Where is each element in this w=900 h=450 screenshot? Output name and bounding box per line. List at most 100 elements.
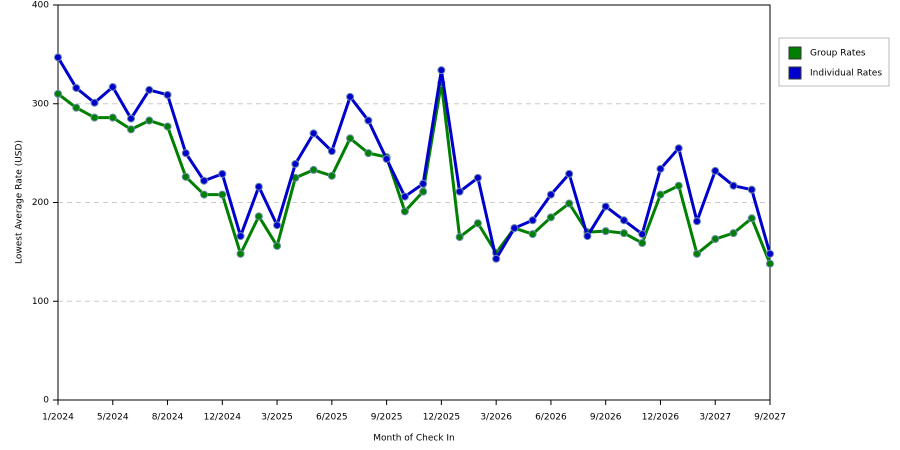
x-tick-label: 9/2025: [371, 413, 403, 423]
data-point: [90, 113, 99, 122]
data-point: [692, 249, 701, 258]
data-point: [127, 114, 136, 123]
x-tick-label: 9/2026: [590, 413, 622, 423]
x-tick-label: 3/2027: [699, 413, 731, 423]
y-tick-label: 300: [32, 99, 49, 109]
data-point: [218, 190, 227, 199]
data-point: [601, 202, 610, 211]
x-tick-label: 1/2024: [42, 413, 74, 423]
data-point: [583, 232, 592, 241]
data-point: [200, 176, 209, 185]
x-tick-label: 12/2024: [204, 413, 242, 423]
data-point: [766, 259, 774, 268]
data-point: [400, 192, 409, 201]
x-tick-label: 12/2026: [642, 413, 680, 423]
data-point: [656, 190, 665, 199]
data-point: [455, 233, 464, 242]
data-point: [473, 219, 482, 228]
x-tick-label: 3/2025: [261, 413, 293, 423]
data-point: [181, 149, 190, 158]
data-point: [254, 182, 263, 191]
data-point: [528, 216, 537, 225]
data-point: [747, 185, 756, 194]
data-point: [163, 122, 172, 131]
data-point: [273, 221, 282, 230]
data-point: [656, 164, 665, 173]
data-point: [528, 230, 537, 239]
y-axis-label: Lowest Average Rate (USD): [15, 140, 25, 264]
legend-swatch: [788, 46, 802, 60]
data-point: [766, 249, 774, 258]
data-point: [291, 159, 300, 168]
data-point: [273, 241, 282, 250]
plot-frame: [57, 4, 771, 401]
y-tick-label: 100: [32, 297, 49, 307]
data-point: [711, 166, 720, 175]
data-point: [254, 212, 263, 221]
data-point: [619, 216, 628, 225]
legend-label: Individual Rates: [810, 69, 882, 79]
y-tick-label: 400: [32, 1, 49, 11]
data-point: [145, 116, 154, 125]
data-point: [565, 199, 574, 208]
data-point: [747, 214, 756, 223]
data-point: [127, 125, 136, 134]
data-point: [90, 98, 99, 107]
y-tick-label: 200: [32, 198, 49, 208]
x-tick-label: 3/2026: [480, 413, 512, 423]
x-tick-label: 6/2025: [316, 413, 348, 423]
data-point: [638, 238, 647, 247]
data-point: [510, 224, 519, 233]
data-point: [674, 181, 683, 190]
data-point: [54, 89, 62, 98]
series-line: [56, 56, 772, 261]
data-point: [638, 230, 647, 239]
data-point: [346, 92, 355, 101]
data-point: [729, 181, 738, 190]
y-tick-label: 0: [43, 396, 49, 406]
data-point: [163, 90, 172, 99]
data-point: [692, 217, 701, 226]
data-point: [419, 179, 428, 188]
x-tick-label: 12/2025: [423, 413, 460, 423]
x-tick-label: 6/2026: [535, 413, 567, 423]
data-point: [437, 66, 446, 75]
data-point: [674, 144, 683, 153]
data-point: [327, 171, 336, 180]
data-point: [108, 82, 117, 91]
series-line: [57, 81, 772, 265]
data-point: [546, 190, 555, 199]
data-point: [145, 85, 154, 94]
data-point: [492, 254, 501, 263]
data-point: [565, 169, 574, 178]
x-tick-label: 8/2024: [152, 413, 184, 423]
data-point: [619, 229, 628, 238]
data-point: [236, 232, 245, 241]
data-point: [473, 173, 482, 182]
data-point: [72, 83, 81, 92]
x-tick-label: 9/2027: [754, 413, 786, 423]
data-point: [382, 155, 391, 164]
data-point: [729, 229, 738, 238]
data-point: [546, 213, 555, 222]
data-point: [364, 149, 373, 158]
data-point: [236, 249, 245, 258]
data-point: [72, 103, 81, 112]
x-tick-label: 5/2024: [97, 413, 129, 423]
data-point: [419, 187, 428, 196]
legend-label: Group Rates: [810, 49, 866, 59]
data-point: [364, 116, 373, 125]
data-point: [601, 227, 610, 236]
data-point: [346, 134, 355, 143]
legend-swatch: [788, 66, 802, 80]
data-point: [327, 147, 336, 156]
data-point: [711, 235, 720, 244]
x-axis-label: Month of Check In: [373, 434, 455, 444]
data-point: [108, 113, 117, 122]
data-point: [455, 187, 464, 196]
data-point: [200, 190, 209, 199]
data-point: [400, 207, 409, 216]
data-point: [181, 172, 190, 181]
data-point: [218, 169, 227, 178]
